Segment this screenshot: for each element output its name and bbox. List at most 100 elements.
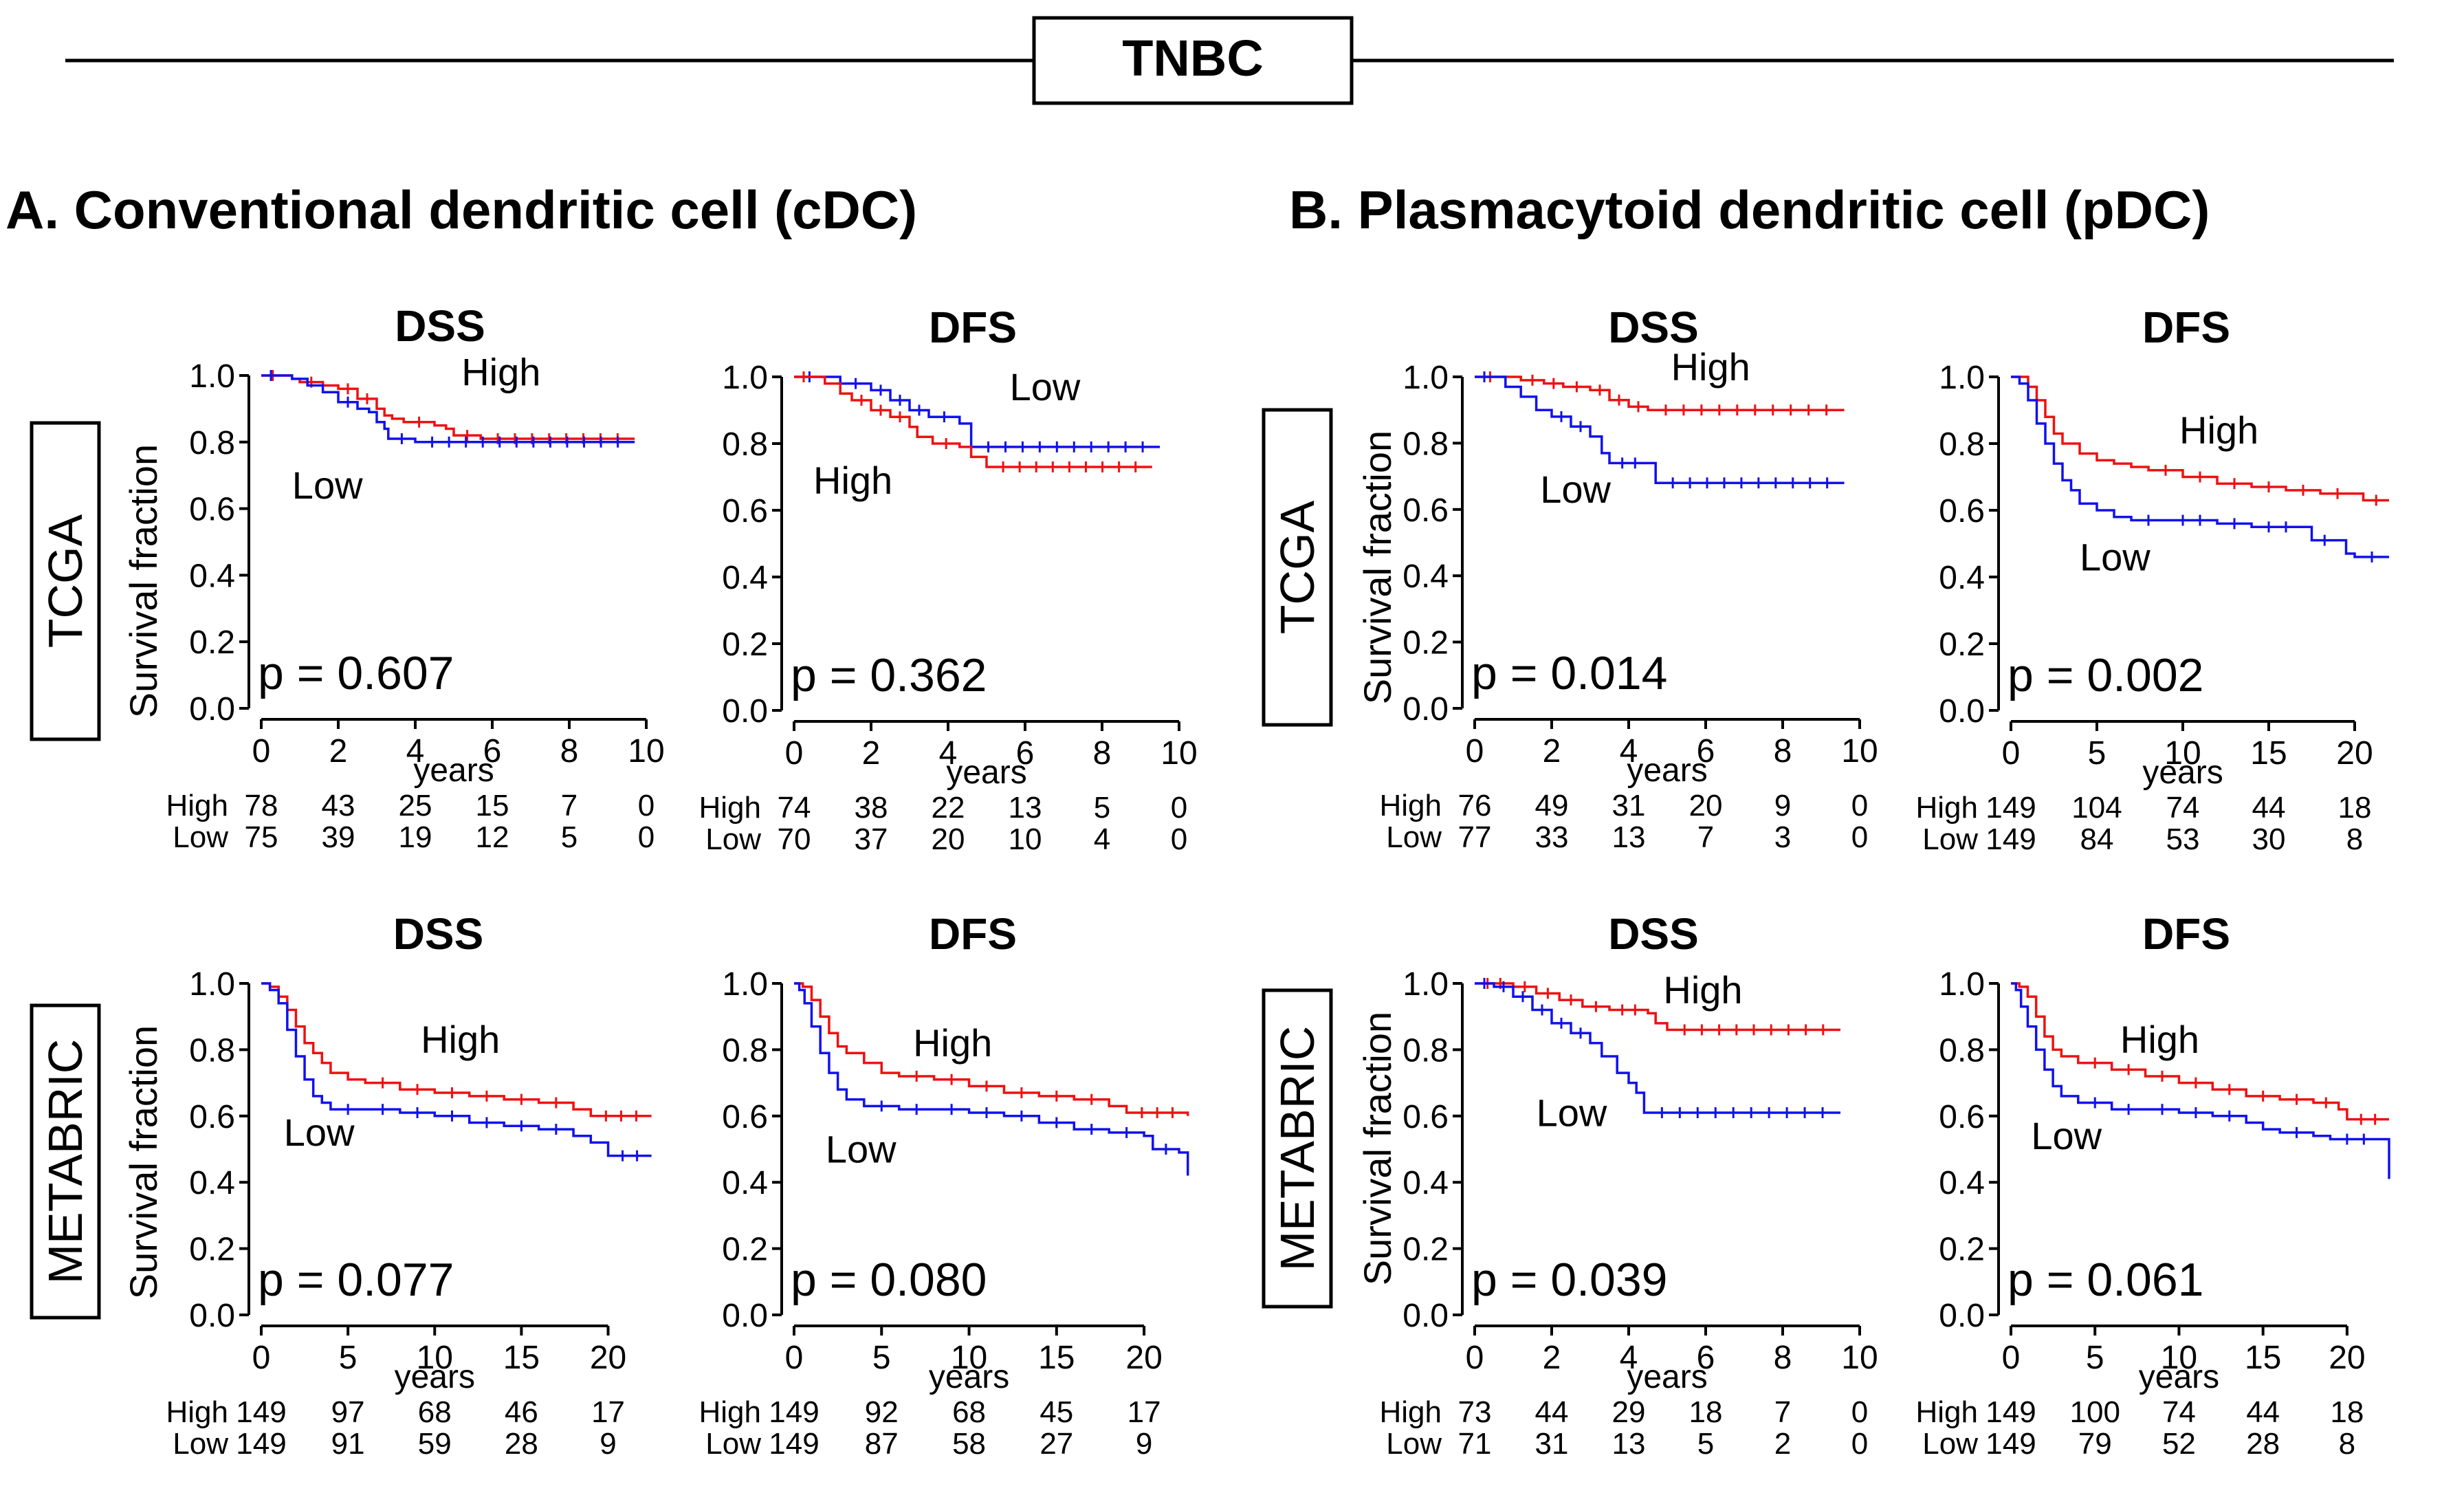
- survival-curve-high: [261, 374, 635, 440]
- y-tick-label: 0.6: [1402, 1099, 1449, 1135]
- y-tick-label: 0.2: [1939, 1232, 1985, 1268]
- x-tick-label: 10: [951, 1340, 987, 1376]
- risk-table-value: 19: [399, 820, 432, 854]
- survival-curve-high: [2011, 375, 2389, 502]
- p-value: p = 0.080: [791, 1254, 987, 1306]
- risk-table-group: High: [699, 791, 762, 825]
- panel-title: DSS: [1608, 909, 1699, 959]
- km-panel-pdc-metabric-dfs: DFS 0.0 0.2 0.4 0.6 0.8 1.0 0 5 10 15 20 years p = 0.…: [1916, 909, 2390, 1461]
- row-label-tcga-b: TCGA: [1262, 408, 1333, 727]
- survival-curve-high: [794, 375, 1152, 468]
- km-panel-pdc-tcga-dfs: DFS 0.0 0.2 0.4 0.6 0.8 1.0 0 5 10 15 20 years p = 0.…: [1916, 303, 2389, 856]
- risk-table-group: High: [1916, 791, 1979, 825]
- risk-table-group: Low: [173, 1427, 228, 1461]
- km-panel-cdc-tcga-dss: DSS 0.0 0.2 0.4 0.6 0.8 1.0 0 2 4 6 8 10 years p = 0.6…: [166, 301, 665, 854]
- risk-table-value: 22: [932, 791, 965, 825]
- curve-label-high: High: [461, 351, 540, 394]
- risk-table-value: 7: [1697, 820, 1714, 854]
- risk-table-value: 44: [2246, 1395, 2280, 1429]
- x-tick-label: 0: [785, 1340, 804, 1376]
- risk-table-value: 74: [2166, 791, 2200, 825]
- x-tick-label: 8: [1093, 735, 1112, 772]
- survival-curve-high: [2011, 982, 2389, 1121]
- risk-table-value: 3: [1774, 820, 1791, 854]
- ylabel-a-bottom: Survival fraction: [122, 1025, 165, 1299]
- curve-label-high: High: [2179, 408, 2258, 452]
- y-tick-label: 0.6: [1939, 493, 1985, 530]
- risk-table-value: 28: [2246, 1427, 2280, 1461]
- risk-table-group: High: [1380, 789, 1442, 822]
- curve-label-low: Low: [2080, 535, 2150, 578]
- risk-table-value: 97: [331, 1395, 365, 1429]
- p-value: p = 0.077: [258, 1254, 454, 1306]
- risk-table-group: Low: [705, 1427, 761, 1461]
- risk-table-value: 77: [1458, 820, 1492, 854]
- x-tick-label: 0: [252, 1340, 271, 1376]
- x-tick-label: 4: [939, 735, 958, 772]
- y-tick-label: 0.6: [722, 1099, 768, 1135]
- y-tick-label: 0.4: [1402, 558, 1449, 595]
- y-tick-label: 1.0: [189, 966, 235, 1003]
- risk-table-group: High: [1916, 1395, 1979, 1429]
- curve-label-high: High: [813, 459, 892, 502]
- x-tick-label: 0: [2002, 735, 2021, 772]
- risk-table-value: 78: [245, 789, 278, 822]
- x-tick-label: 15: [1038, 1340, 1075, 1376]
- risk-table-value: 38: [855, 791, 888, 825]
- curve-label-low: Low: [292, 464, 363, 507]
- risk-table-value: 75: [245, 820, 278, 854]
- risk-table-group: High: [166, 1395, 229, 1429]
- y-tick-label: 0.0: [1402, 691, 1449, 728]
- x-tick-label: 0: [2002, 1340, 2021, 1376]
- x-tick-label: 10: [2164, 735, 2201, 772]
- risk-table-group: High: [1380, 1395, 1442, 1429]
- risk-table-value: 46: [505, 1395, 538, 1429]
- ylabel-a-top: Survival fraction: [122, 444, 165, 718]
- risk-table-value: 5: [1697, 1427, 1714, 1461]
- survival-curve-high: [1475, 375, 1845, 411]
- y-tick-label: 0.6: [1939, 1099, 1985, 1135]
- risk-table-value: 76: [1458, 789, 1492, 822]
- y-tick-label: 0.8: [1939, 426, 1985, 463]
- y-tick-label: 0.6: [189, 1099, 235, 1135]
- x-tick-label: 5: [339, 1340, 358, 1376]
- section-a-label: A. Conventional dendritic cell (cDC): [6, 179, 917, 240]
- x-axis-label: years: [929, 1359, 1009, 1395]
- survival-curve-low: [261, 374, 635, 444]
- y-tick-label: 1.0: [189, 358, 235, 395]
- risk-table-value: 73: [1458, 1395, 1492, 1429]
- x-tick-label: 8: [1774, 1340, 1792, 1376]
- risk-table-value: 58: [952, 1427, 986, 1461]
- y-tick-label: 0.8: [1939, 1032, 1985, 1069]
- y-tick-label: 0.0: [1939, 1298, 1985, 1334]
- risk-table-value: 104: [2071, 791, 2122, 825]
- risk-table-value: 52: [2162, 1427, 2196, 1461]
- km-panel-cdc-tcga-dfs: DFS 0.0 0.2 0.4 0.6 0.8 1.0 0 2 4 6 8 10 years p = 0.3…: [699, 303, 1198, 856]
- y-tick-label: 0.4: [189, 1165, 235, 1201]
- x-tick-label: 6: [1697, 1340, 1715, 1376]
- risk-table-value: 25: [399, 789, 432, 822]
- y-tick-label: 0.2: [1402, 625, 1449, 662]
- risk-table-value: 20: [932, 822, 965, 856]
- risk-table-value: 68: [952, 1395, 986, 1429]
- km-panel-pdc-tcga-dss: DSS 0.0 0.2 0.4 0.6 0.8 1.0 0 2 4 6 8 10 years p = 0.0…: [1380, 303, 1878, 854]
- risk-table-value: 0: [1851, 789, 1868, 822]
- panel-title: DFS: [929, 909, 1017, 959]
- risk-table-value: 7: [561, 789, 578, 822]
- panel-title: DSS: [1608, 303, 1699, 352]
- risk-table-value: 37: [855, 822, 888, 856]
- survival-curve-low: [261, 982, 652, 1157]
- risk-table-group: Low: [173, 820, 228, 854]
- survival-curve-low: [1475, 375, 1845, 484]
- curve-label-high: High: [1663, 968, 1742, 1012]
- panel-title: DFS: [929, 303, 1017, 352]
- risk-table-value: 0: [638, 820, 654, 854]
- survival-curve-low: [794, 375, 1160, 448]
- risk-table-value: 0: [1851, 1395, 1868, 1429]
- p-value: p = 0.362: [791, 649, 987, 701]
- y-tick-label: 0.6: [189, 492, 235, 528]
- survival-curve-high: [1475, 982, 1840, 1032]
- x-tick-label: 6: [483, 733, 502, 770]
- curve-label-high: High: [2120, 1018, 2199, 1061]
